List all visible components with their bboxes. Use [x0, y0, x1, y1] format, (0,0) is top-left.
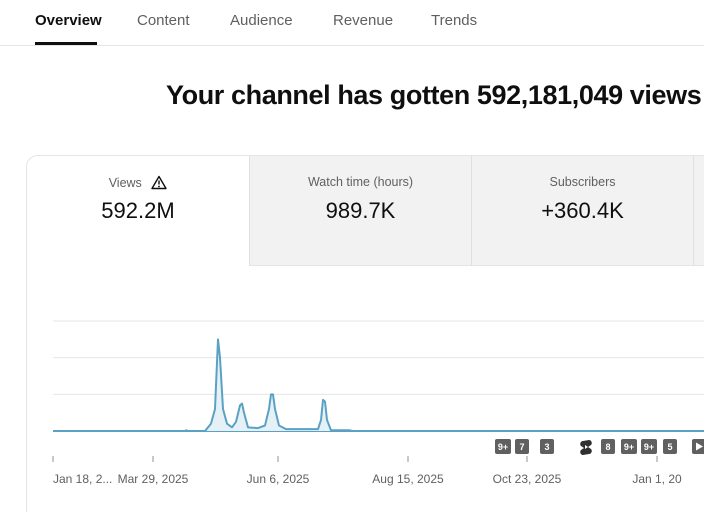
- marker-label: 9+: [644, 442, 654, 452]
- chart-gridlines: [53, 320, 704, 432]
- metric-watch-time-label: Watch time (hours): [307, 175, 414, 189]
- chart-markers: 9+ 7 3 8 9+ 9+ 5: [495, 439, 704, 455]
- chart-x-axis: Jan 18, 2... Mar 29, 2025 Jun 6, 2025 Aug 1…: [52, 456, 682, 486]
- play-icon: [696, 442, 703, 451]
- x-tick-label: Jun 6, 2025: [247, 472, 310, 486]
- metric-more[interactable]: [693, 156, 704, 266]
- metric-watch-time[interactable]: Watch time (hours) 989.7K: [249, 156, 471, 266]
- marker-badge: [621, 439, 637, 454]
- marker-label: 7: [519, 442, 524, 452]
- metric-subscribers-label: Subscribers: [549, 175, 616, 189]
- marker-badge: [540, 439, 554, 454]
- active-tab-indicator: [35, 42, 97, 45]
- metric-views[interactable]: Views 592.2M: [27, 156, 249, 266]
- metric-watch-time-value: 989.7K: [325, 198, 396, 223]
- analytics-card: Views 592.2M Watch time (hours) 989.7K S…: [26, 155, 704, 512]
- views-chart: 9+ 7 3 8 9+ 9+ 5 Jan 18, 2... Mar 29, 2025 Jun 6…: [52, 320, 704, 486]
- tab-trends[interactable]: Trends: [431, 12, 478, 29]
- x-tick-label: Oct 23, 2025: [493, 472, 562, 486]
- marker-label: 9+: [624, 442, 634, 452]
- chart-line: [53, 338, 704, 432]
- marker-badge: [601, 439, 615, 454]
- metric-views-label: Views: [108, 176, 142, 190]
- tab-audience[interactable]: Audience: [230, 12, 293, 29]
- marker-badge: [663, 439, 677, 454]
- x-tick-label: Jan 18, 2...: [53, 472, 112, 486]
- metric-subscribers-value: +360.4K: [541, 198, 624, 223]
- x-tick-label: Jan 1, 20: [632, 472, 682, 486]
- tab-content[interactable]: Content: [137, 12, 190, 29]
- warning-icon[interactable]: [151, 175, 167, 193]
- marker-badge: [495, 439, 511, 454]
- marker-badge: [641, 439, 657, 454]
- marker-label: 3: [544, 442, 549, 452]
- metric-subscribers[interactable]: Subscribers +360.4K: [471, 156, 693, 266]
- tab-bar: Overview Content Audience Revenue Trends: [0, 0, 704, 46]
- page-headline: Your channel has gotten 592,181,049 view…: [166, 80, 702, 110]
- tab-revenue[interactable]: Revenue: [333, 12, 394, 29]
- marker-label: 9+: [498, 442, 508, 452]
- shorts-icon-play: [585, 445, 588, 449]
- marker-badge: [515, 439, 529, 454]
- chart-area: [53, 339, 704, 431]
- metric-views-label-row: Views: [27, 175, 249, 193]
- x-tick-label: Aug 15, 2025: [372, 472, 444, 486]
- marker-label: 5: [667, 442, 672, 452]
- x-tick-label: Mar 29, 2025: [118, 472, 189, 486]
- metric-views-value: 592.2M: [101, 198, 175, 223]
- marker-label: 8: [605, 442, 610, 452]
- tab-overview[interactable]: Overview: [35, 12, 102, 29]
